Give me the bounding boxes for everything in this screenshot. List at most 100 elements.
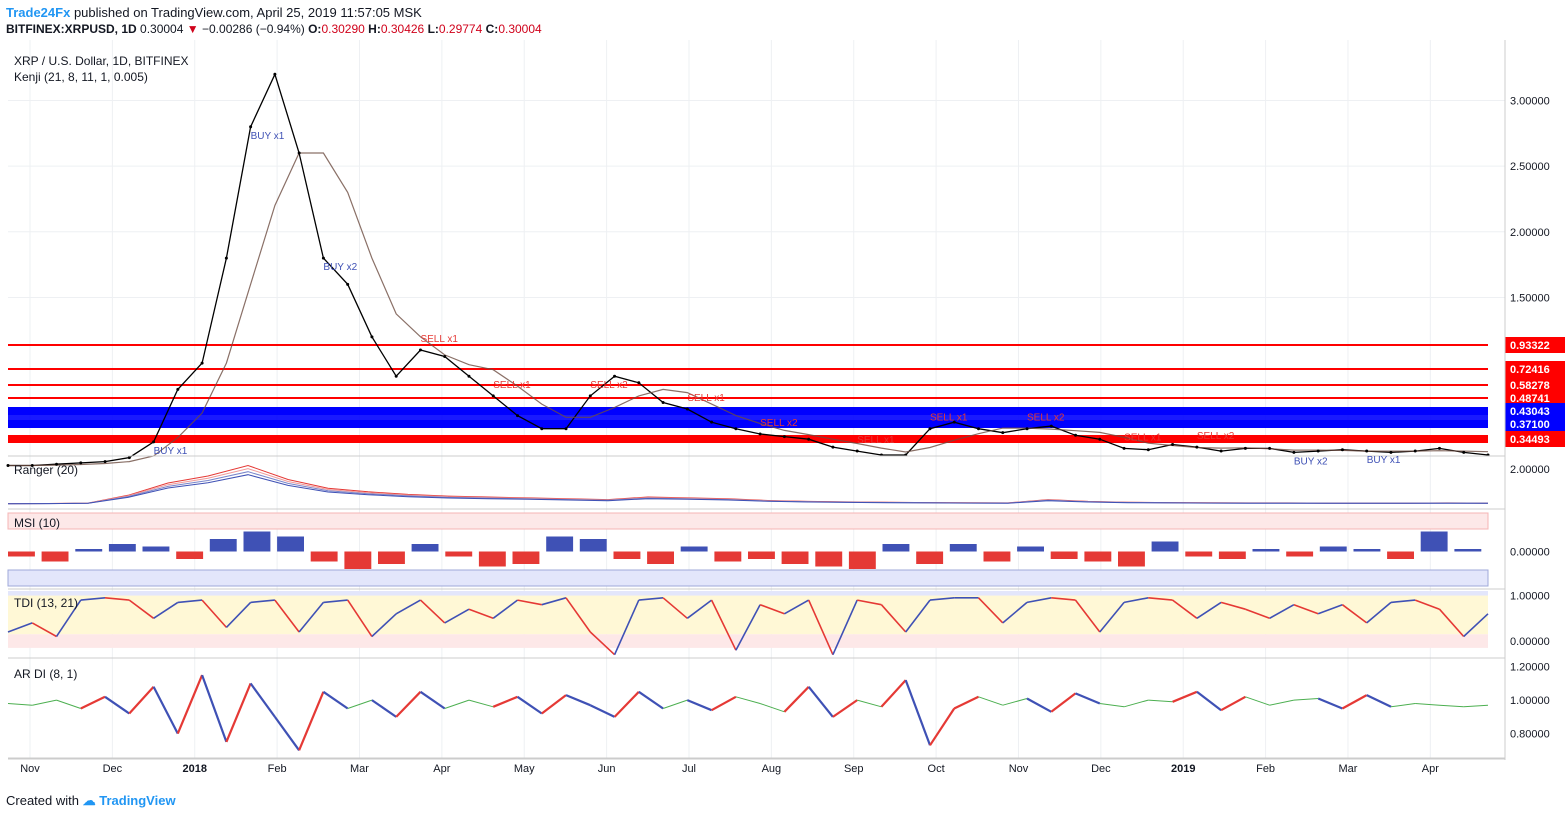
price-level-tag xyxy=(1505,337,1565,353)
msi-bar xyxy=(1017,546,1044,552)
tdi-segment xyxy=(298,601,325,633)
tdi-segment xyxy=(1099,601,1125,633)
open-label: O: xyxy=(308,22,322,36)
price-point xyxy=(952,420,956,424)
price-point xyxy=(176,387,180,391)
price-point xyxy=(1074,433,1078,437)
price-point xyxy=(734,427,738,431)
signal-label: SELL x1 xyxy=(1124,432,1162,443)
price-point xyxy=(637,381,641,385)
signal-label: SELL x2 xyxy=(590,380,628,391)
ardi-segment xyxy=(978,696,1003,706)
signal-label: BUY x1 xyxy=(251,131,285,142)
msi-bar xyxy=(949,544,977,552)
low-value: 0.29774 xyxy=(438,22,483,36)
x-tick-label: Mar xyxy=(1338,763,1357,775)
price-point xyxy=(758,432,762,436)
price-level-line xyxy=(8,435,1488,443)
msi-bar xyxy=(748,551,775,559)
price-point xyxy=(1195,445,1199,449)
tdi-segment xyxy=(444,608,470,624)
ardi-segment xyxy=(589,704,616,718)
ardi-segment xyxy=(759,703,785,713)
msi-bar xyxy=(1454,549,1482,552)
ardi-segment xyxy=(1415,703,1440,706)
signal-label: SELL x2 xyxy=(760,418,798,429)
tdi-segment xyxy=(686,599,713,619)
tdi-segment xyxy=(7,622,33,633)
price-point xyxy=(224,256,228,260)
price-point xyxy=(418,348,422,352)
ardi-segment xyxy=(1390,703,1416,708)
ardi-segment xyxy=(662,699,688,709)
price-point xyxy=(273,72,277,76)
symbol-label: BITFINEX:XRPUSD, 1D xyxy=(6,22,137,36)
ardi-segment xyxy=(395,691,422,718)
tdi-segment xyxy=(880,604,907,633)
tdi-segment xyxy=(153,601,179,619)
tdi-segment xyxy=(492,599,518,619)
ardi-segment xyxy=(225,682,252,743)
price-level-line xyxy=(8,407,1488,415)
price-point xyxy=(831,445,835,449)
msi-bar xyxy=(1185,551,1213,557)
close-value: 0.30004 xyxy=(498,22,542,36)
ardi-segment xyxy=(807,686,834,718)
price-point xyxy=(55,462,59,466)
tdi-segment xyxy=(1438,608,1465,638)
price-point xyxy=(127,456,131,460)
msi-bar xyxy=(344,551,372,569)
price-panel-subtitle: Kenji (21, 8, 11, 1, 0.005) xyxy=(14,70,148,84)
tdi-segment xyxy=(1341,604,1368,624)
publish-info: published on TradingView.com, April 25, … xyxy=(73,5,422,20)
msi-bar xyxy=(310,551,338,562)
msi-bar xyxy=(1319,546,1347,552)
ardi-segment xyxy=(953,695,979,710)
tdi-tick-label: 1.00000 xyxy=(1510,591,1550,603)
tdi-segment xyxy=(31,622,57,638)
price-point xyxy=(1122,446,1126,450)
price-level-label: 0.48741 xyxy=(1510,393,1550,405)
ardi-segment xyxy=(1026,697,1052,713)
msi-bar xyxy=(411,544,439,552)
price-level-label: 0.93322 xyxy=(1510,340,1550,352)
msi-upper-band xyxy=(7,512,1489,530)
x-tick-label: Apr xyxy=(433,763,450,775)
price-point xyxy=(1098,437,1102,441)
price-point xyxy=(79,461,83,465)
signal-label: BUY x2 xyxy=(323,262,357,273)
ranger-panel-title: Ranger (20) xyxy=(14,463,78,477)
tdi-segment xyxy=(784,599,810,615)
signal-label: SELL x1 xyxy=(687,393,725,404)
msi-bar xyxy=(1084,551,1112,562)
ardi-segment xyxy=(929,707,956,746)
msi-bar xyxy=(176,551,204,559)
tdi-segment xyxy=(177,599,203,604)
msi-bar xyxy=(1387,551,1414,559)
msi-bar xyxy=(1286,551,1314,557)
ardi-segment xyxy=(322,690,349,710)
chart-canvas[interactable]: Nov Dec 2018 Feb Mar Apr May Jun Jul Aug Sep Oct Nov… xyxy=(0,40,1565,785)
price-point xyxy=(1292,450,1296,454)
publisher-link[interactable]: Trade24Fx xyxy=(6,5,71,20)
price-point xyxy=(855,449,859,453)
footer: Created with ☁ TradingView xyxy=(6,793,176,809)
msi-bar xyxy=(512,551,540,564)
msi-bar xyxy=(1151,541,1179,552)
price-point xyxy=(540,427,544,431)
x-tick-label: Jun xyxy=(598,763,616,775)
price-point xyxy=(613,374,617,378)
signal-label: SELL x1 xyxy=(857,435,895,446)
msi-bar xyxy=(1420,531,1448,552)
x-tick-label: Nov xyxy=(1009,763,1029,775)
tradingview-link[interactable]: TradingView xyxy=(99,793,176,808)
msi-bar xyxy=(8,551,35,557)
tdi-segment xyxy=(1269,604,1295,619)
ardi-segment xyxy=(56,699,81,709)
ranger-line xyxy=(7,474,1489,505)
price-point xyxy=(491,394,495,398)
ardi-segment xyxy=(1317,697,1343,710)
price-level-line xyxy=(8,420,1488,428)
tdi-segment xyxy=(323,599,348,604)
msi-bar xyxy=(848,551,876,569)
